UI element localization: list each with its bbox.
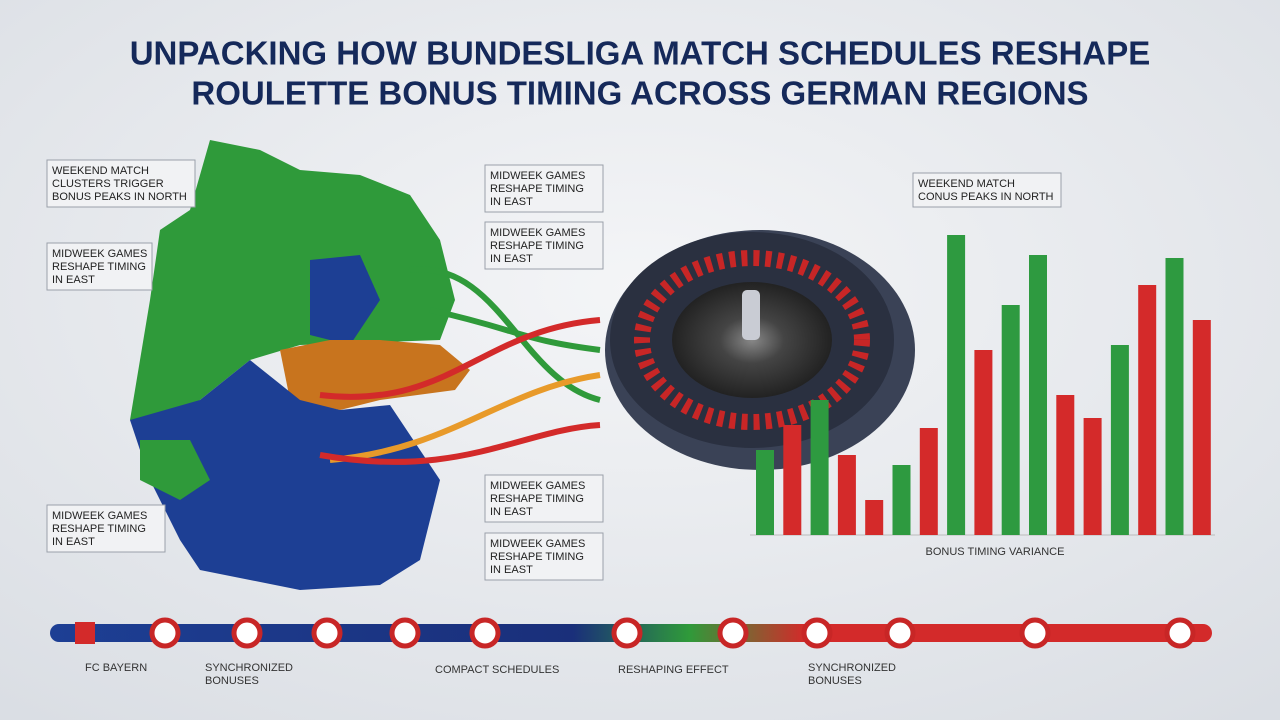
timeline-label: SYNCHRONIZED (205, 662, 293, 674)
callout-box (484, 532, 604, 581)
callout-box (46, 159, 196, 208)
bar (756, 450, 774, 535)
callout-text: MIDWEEK GAMES (52, 248, 147, 260)
timeline-label: SYNCHRONIZED (808, 662, 896, 674)
callout-box (46, 504, 166, 553)
timeline-label: FC BAYERN (85, 662, 147, 674)
callout-text: IN EAST (490, 196, 533, 208)
timeline (50, 617, 1212, 649)
callout-text: RESHAPE TIMING (52, 261, 146, 273)
callout-box (912, 172, 1062, 208)
chart-label: BONUS TIMING VARIANCE (926, 546, 1065, 558)
callout-box (484, 164, 604, 213)
bar (1029, 255, 1047, 535)
callout-box (484, 474, 604, 523)
bar (1192, 320, 1211, 535)
callout-text: IN EAST (490, 564, 533, 576)
timeline-label: COMPACT SCHEDULES (435, 664, 559, 676)
callout-text: RESHAPE TIMING (490, 493, 584, 505)
callout-text: IN EAST (52, 536, 95, 548)
arrows (319, 266, 601, 465)
timeline-label: BONUSES (205, 675, 259, 687)
callout-text: MIDWEEK GAMES (490, 170, 585, 182)
bar (1165, 258, 1184, 535)
callout-box (484, 221, 604, 270)
bar (974, 350, 993, 535)
callout-text: RESHAPE TIMING (490, 551, 584, 563)
bar (1056, 395, 1075, 535)
bar (892, 465, 911, 535)
callout-text: MIDWEEK GAMES (490, 480, 585, 492)
timeline-label: BONUSES (808, 675, 862, 687)
bar (1001, 305, 1020, 535)
roulette-wheel (605, 230, 915, 470)
bar (947, 235, 966, 535)
callout-text: IN EAST (52, 274, 95, 286)
callout-text: MIDWEEK GAMES (52, 510, 147, 522)
callout-text: CONUS PEAKS IN NORTH (918, 191, 1054, 203)
callout-text: RESHAPE TIMING (52, 523, 146, 535)
bar (1138, 285, 1157, 535)
callout-text: CLUSTERS TRIGGER (52, 178, 164, 190)
bar (837, 455, 856, 535)
callout-text: WEEKEND MATCH (918, 178, 1015, 190)
callout-text: RESHAPE TIMING (490, 183, 584, 195)
callout-text: MIDWEEK GAMES (490, 538, 585, 550)
bar (919, 428, 938, 535)
callout-text: IN EAST (490, 253, 533, 265)
title: ROULETTE BONUS TIMING ACROSS GERMAN REGI… (191, 75, 1088, 112)
callout-box (46, 242, 153, 291)
callout-text: MIDWEEK GAMES (490, 227, 585, 239)
bar (783, 425, 802, 535)
bar (810, 400, 829, 535)
map (130, 140, 470, 590)
timeline-label: RESHAPING EFFECT (618, 664, 729, 676)
callout-text: IN EAST (490, 506, 533, 518)
bar (1083, 418, 1102, 535)
bar (1110, 345, 1129, 535)
title: UNPACKING HOW BUNDESLIGA MATCH SCHEDULES… (130, 35, 1151, 72)
callout-text: RESHAPE TIMING (490, 240, 584, 252)
callout-text: BONUS PEAKS IN NORTH (52, 191, 187, 203)
bar (865, 500, 884, 535)
callout-text: WEEKEND MATCH (52, 165, 149, 177)
